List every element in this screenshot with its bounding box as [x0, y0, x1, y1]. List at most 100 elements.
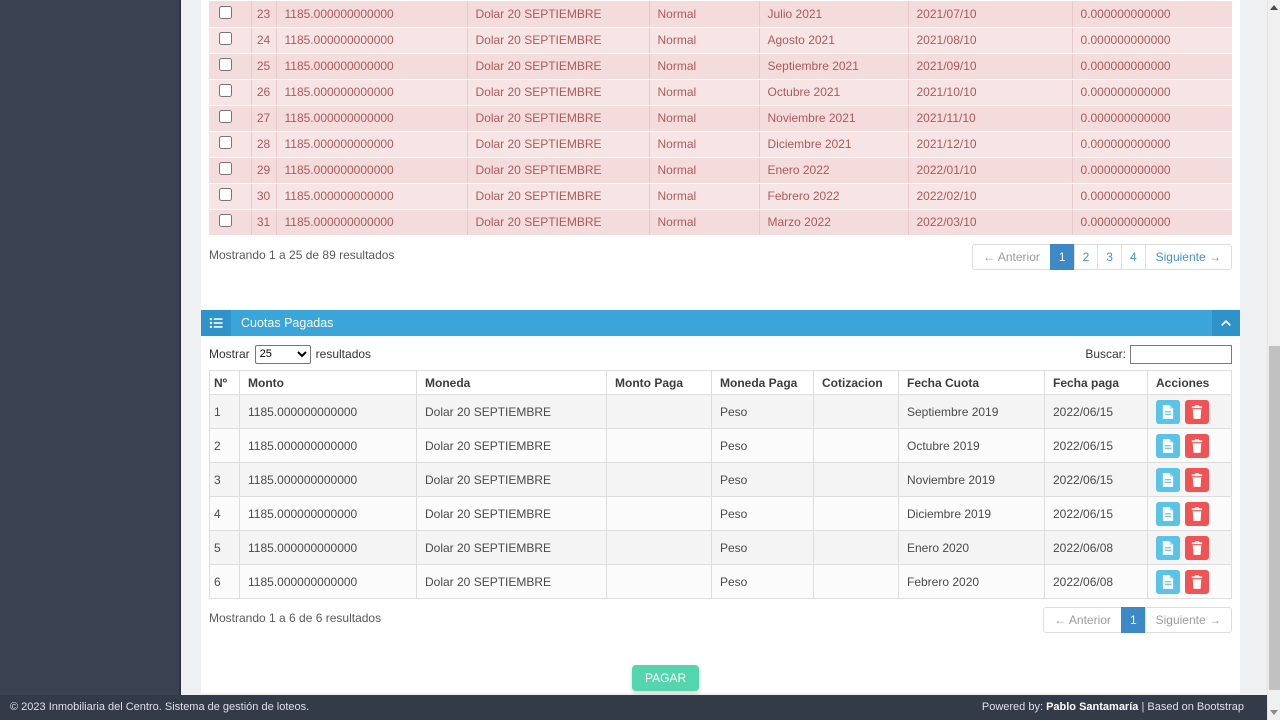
- collapse-panel-button[interactable]: [1212, 310, 1240, 336]
- pagination-prev-button[interactable]: ← Anterior: [972, 243, 1051, 270]
- column-header-moneda[interactable]: Moneda: [416, 370, 607, 395]
- view-receipt-button[interactable]: [1156, 535, 1180, 560]
- pending-row: 26 1185.000000000000 Dolar 20 SEPTIEMBRE No…: [209, 79, 1232, 106]
- pagination-page-3[interactable]: 3: [1097, 243, 1122, 270]
- search-input[interactable]: [1130, 344, 1232, 364]
- delete-payment-button[interactable]: [1185, 399, 1209, 424]
- cell-moneda-paga: Peso: [711, 462, 814, 497]
- row-select-cell: [209, 27, 251, 54]
- cell-fecha-paga: 2022/06/08: [1044, 564, 1148, 599]
- row-select-cell: [209, 1, 251, 28]
- pagination-prev-button[interactable]: ← Anterior: [1043, 607, 1122, 633]
- column-header-moneda-paga[interactable]: Moneda Paga: [711, 370, 814, 395]
- cell-saldo: 0.000000000000: [1071, 79, 1232, 106]
- pagination-page-2[interactable]: 2: [1073, 243, 1099, 270]
- pending-row: 30 1185.000000000000 Dolar 20 SEPTIEMBRE No…: [209, 183, 1232, 210]
- cell-moneda: Dolar 20 SEPTIEMBRE: [466, 79, 649, 106]
- column-header-fecha-paga[interactable]: Fecha paga: [1044, 370, 1148, 395]
- footer-powered-prefix: Powered by:: [981, 701, 1047, 713]
- list-icon: [201, 310, 231, 336]
- pagination-page-1[interactable]: 1: [1120, 607, 1146, 633]
- column-header-monto-paga[interactable]: Monto Paga: [606, 370, 712, 395]
- cell-estado: Normal: [648, 53, 759, 80]
- page-length-select[interactable]: 25: [254, 344, 311, 364]
- cell-numero: 27: [250, 105, 276, 132]
- row-select-checkbox[interactable]: [219, 84, 232, 97]
- cell-moneda: Dolar 20 SEPTIEMBRE: [416, 496, 607, 531]
- cell-mes: Marzo 2022: [758, 209, 908, 236]
- scrollbar-thumb[interactable]: [1269, 346, 1280, 690]
- trash-icon: [1191, 438, 1203, 453]
- scrollbar-up-arrow-icon[interactable]: [1270, 5, 1278, 10]
- row-select-checkbox[interactable]: [219, 32, 232, 45]
- column-header-fecha-cuota[interactable]: Fecha Cuota: [898, 370, 1045, 395]
- delete-payment-button[interactable]: [1185, 501, 1209, 526]
- cell-acciones: [1147, 462, 1232, 497]
- footer-author: Pablo Santamaría: [1046, 701, 1139, 713]
- column-header-monto[interactable]: Monto: [239, 370, 417, 395]
- view-receipt-button[interactable]: [1156, 433, 1180, 458]
- delete-payment-button[interactable]: [1185, 569, 1209, 594]
- pagination-next-button[interactable]: Siguiente →: [1144, 243, 1232, 270]
- view-receipt-button[interactable]: [1156, 467, 1180, 492]
- row-select-checkbox[interactable]: [219, 5, 232, 19]
- cell-saldo: 0.000000000000: [1071, 157, 1232, 184]
- cell-monto: 1185.000000000000: [275, 183, 467, 210]
- pending-row: 23 1185.000000000000 Dolar 20 SEPTIEMBRE No…: [209, 1, 1232, 28]
- pagination-next-button[interactable]: Siguiente →: [1144, 607, 1232, 633]
- cell-saldo: 0.000000000000: [1071, 53, 1232, 80]
- column-header-acciones[interactable]: Acciones: [1147, 370, 1232, 395]
- scrollbar-down-arrow-icon[interactable]: [1270, 710, 1278, 715]
- row-select-checkbox[interactable]: [219, 214, 232, 227]
- cell-numero: 31: [250, 209, 276, 236]
- file-pdf-icon: [1162, 438, 1174, 453]
- cell-moneda: Dolar 20 SEPTIEMBRE: [466, 105, 649, 132]
- cell-saldo: 0.000000000000: [1071, 105, 1232, 132]
- cell-moneda: Dolar 20 SEPTIEMBRE: [416, 462, 607, 497]
- pagar-button[interactable]: PAGAR: [632, 665, 700, 691]
- cell-numero: 23: [250, 1, 276, 28]
- view-receipt-button[interactable]: [1156, 399, 1180, 424]
- cell-mes: Agosto 2021: [758, 27, 908, 54]
- row-select-checkbox[interactable]: [219, 188, 232, 201]
- cuotas-pagadas-body: Mostrar 25 resultados Buscar:: [201, 336, 1240, 641]
- delete-payment-button[interactable]: [1185, 433, 1209, 458]
- row-select-checkbox[interactable]: [219, 110, 232, 123]
- trash-icon: [1191, 472, 1203, 487]
- sidebar: [0, 0, 181, 695]
- cell-estado: Normal: [648, 79, 759, 106]
- cell-numero: 28: [250, 131, 276, 158]
- search-box: Buscar:: [1085, 344, 1232, 364]
- pending-row: 27 1185.000000000000 Dolar 20 SEPTIEMBRE No…: [209, 105, 1232, 132]
- cell-fecha: 2021/12/10: [907, 131, 1072, 158]
- row-select-checkbox[interactable]: [219, 162, 232, 175]
- scrollbar[interactable]: [1267, 0, 1280, 720]
- cell-moneda: Dolar 20 SEPTIEMBRE: [466, 53, 649, 80]
- cell-acciones: [1147, 530, 1232, 565]
- cell-fecha: 2022/02/10: [907, 183, 1072, 210]
- view-receipt-button[interactable]: [1156, 501, 1180, 526]
- delete-payment-button[interactable]: [1185, 467, 1209, 492]
- view-receipt-button[interactable]: [1156, 569, 1180, 594]
- cell-monto-paga: [606, 564, 712, 599]
- pagination-page-1[interactable]: 1: [1049, 243, 1075, 270]
- cell-fecha: 2021/09/10: [907, 53, 1072, 80]
- row-select-cell: [209, 79, 251, 106]
- cell-moneda: Dolar 20 SEPTIEMBRE: [466, 1, 649, 28]
- cell-saldo: 0.000000000000: [1071, 209, 1232, 236]
- cell-monto: 1185.000000000000: [275, 1, 467, 28]
- column-header-n-[interactable]: Nº: [209, 370, 240, 395]
- row-select-checkbox[interactable]: [219, 58, 232, 71]
- pending-cuotas-table: 23 1185.000000000000 Dolar 20 SEPTIEMBRE No…: [209, 1, 1232, 236]
- cell-monto-paga: [606, 428, 712, 463]
- cell-fecha-cuota: Diciembre 2019: [898, 496, 1045, 531]
- column-header-cotizacion[interactable]: Cotizacion: [813, 370, 899, 395]
- cell-cotizacion: [813, 462, 899, 497]
- row-select-checkbox[interactable]: [219, 136, 232, 149]
- cell-monto: 1185.000000000000: [275, 131, 467, 158]
- pagination-page-4[interactable]: 4: [1120, 243, 1146, 270]
- cell-numero: 25: [250, 53, 276, 80]
- cell-saldo: 0.000000000000: [1071, 183, 1232, 210]
- delete-payment-button[interactable]: [1185, 535, 1209, 560]
